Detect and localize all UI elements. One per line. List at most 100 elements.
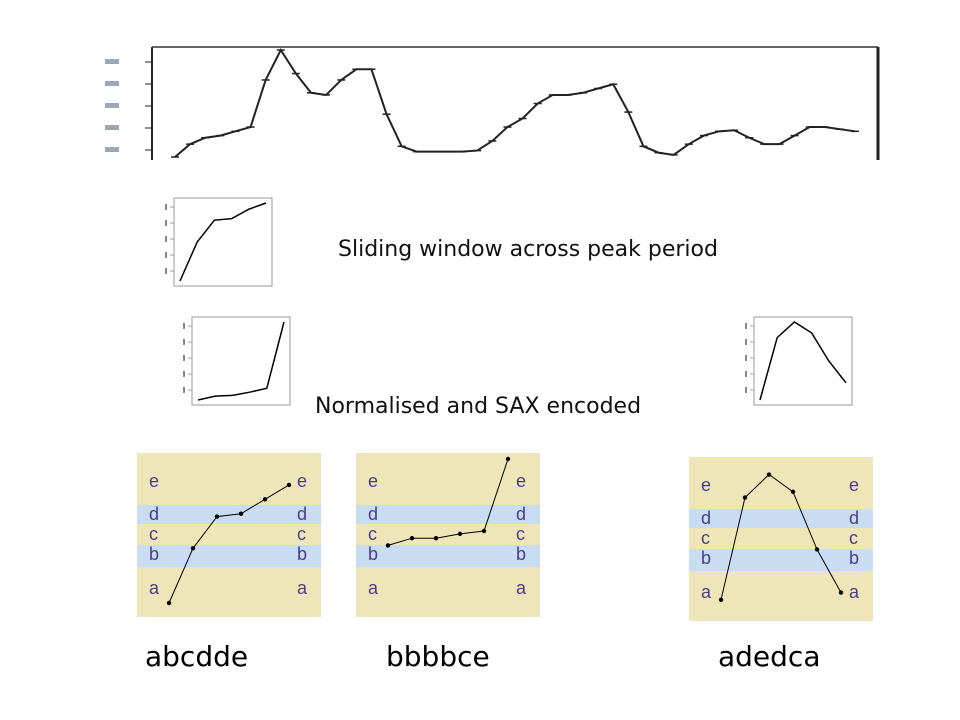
- main-y-tick-label: [105, 147, 119, 152]
- sax-point: [457, 531, 463, 537]
- sax-letter-a: a: [368, 578, 379, 598]
- sax-point: [190, 546, 196, 551]
- sax-band-d: [356, 505, 540, 524]
- window-chart-2: [183, 316, 291, 406]
- sax-band-b: [689, 549, 873, 571]
- sax-band-d: [689, 509, 873, 528]
- sax-band-d: [137, 505, 321, 524]
- sax-letter-e: e: [849, 475, 859, 495]
- sax-letter-d: d: [516, 504, 526, 524]
- sax-letter-c: c: [368, 524, 377, 544]
- window-y-tick-label: [165, 252, 167, 258]
- sax-letter-a: a: [149, 578, 160, 598]
- sax-letter-a: a: [297, 578, 308, 598]
- sax-letter-c: c: [701, 528, 710, 548]
- sax-point: [262, 497, 268, 502]
- sax-series-line: [168, 484, 290, 604]
- window-chart-1: [165, 197, 273, 287]
- sax-letter-d: d: [297, 504, 307, 524]
- window-y-tick-label: [745, 339, 747, 345]
- sax-letter-e: e: [297, 471, 307, 491]
- sax-letter-c: c: [149, 524, 158, 544]
- sax-letter-b: b: [849, 548, 859, 568]
- sax-point: [742, 495, 748, 500]
- sax-letter-d: d: [368, 504, 378, 524]
- sax-letter-d: d: [849, 508, 859, 528]
- sax-point: [286, 482, 292, 488]
- sax-point: [718, 597, 724, 602]
- sax-point: [385, 543, 391, 548]
- window-y-tick-label: [183, 387, 185, 393]
- window-1-line: [179, 202, 267, 282]
- sax-panel-background: [356, 453, 540, 617]
- window-y-tick-label: [183, 355, 185, 361]
- window-3-frame: [753, 316, 853, 406]
- sax-band-b: [356, 545, 540, 567]
- sax-point: [838, 590, 844, 595]
- sax-point: [214, 514, 220, 519]
- window-y-tick-label: [745, 323, 747, 329]
- sax-point: [790, 489, 796, 494]
- main-series-markers: [171, 49, 859, 158]
- sax-panel-3: e ed dc cb ba a: [689, 457, 873, 621]
- sax-point: [433, 536, 439, 541]
- sax-point: [505, 456, 511, 462]
- sax-word-3: adedca: [718, 640, 821, 673]
- sax-letter-a: a: [701, 582, 712, 602]
- window-y-tick-label: [745, 371, 747, 377]
- sax-point: [814, 547, 820, 552]
- sax-word-2: bbbbce: [386, 640, 490, 673]
- window-y-tick-label: [183, 339, 185, 345]
- sax-series-line: [720, 473, 842, 600]
- sax-letter-b: b: [368, 544, 378, 564]
- sax-letter-e: e: [368, 471, 378, 491]
- sax-letter-c: c: [297, 524, 306, 544]
- sax-letter-b: b: [701, 548, 711, 568]
- sax-panel-background: [689, 457, 873, 621]
- main-y-tick-label: [105, 81, 119, 86]
- sax-band-b: [137, 545, 321, 567]
- sax-letter-d: d: [701, 508, 711, 528]
- main-series-line: [174, 47, 856, 158]
- window-2-line: [197, 321, 285, 401]
- sax-letter-c: c: [516, 524, 525, 544]
- sax-letter-b: b: [297, 544, 307, 564]
- sax-panel-1: e ed dc cb ba a: [137, 453, 321, 617]
- window-y-tick-label: [165, 236, 167, 242]
- sax-point: [409, 536, 415, 541]
- main-y-tick-label: [105, 103, 119, 108]
- window-y-tick-label: [183, 323, 185, 329]
- sax-letter-b: b: [516, 544, 526, 564]
- main-time-series-chart: [105, 46, 880, 160]
- window-y-tick-label: [165, 268, 167, 274]
- sax-point: [481, 528, 487, 534]
- sax-letter-d: d: [149, 504, 159, 524]
- sax-letter-a: a: [516, 578, 527, 598]
- window-y-tick-label: [745, 355, 747, 361]
- sax-series-line: [387, 458, 509, 546]
- sax-letter-c: c: [849, 528, 858, 548]
- window-1-frame: [173, 197, 273, 287]
- sax-panel-background: [137, 453, 321, 617]
- window-y-tick-label: [745, 387, 747, 393]
- window-2-frame: [191, 316, 291, 406]
- window-y-tick-label: [183, 371, 185, 377]
- sax-letter-e: e: [701, 475, 711, 495]
- sax-point: [166, 600, 172, 606]
- main-axis-ticks: [105, 59, 152, 152]
- sax-letter-a: a: [849, 582, 860, 602]
- main-y-tick-label: [105, 59, 119, 64]
- sax-word-1: abcdde: [145, 640, 249, 673]
- caption-normalised-sax: Normalised and SAX encoded: [315, 394, 642, 419]
- window-y-tick-label: [165, 204, 167, 210]
- sax-letter-e: e: [149, 471, 159, 491]
- caption-sliding-window: Sliding window across peak period: [338, 237, 718, 262]
- sax-point: [766, 472, 772, 477]
- window-y-tick-label: [165, 220, 167, 226]
- sax-letter-e: e: [516, 471, 526, 491]
- main-y-tick-label: [105, 125, 119, 130]
- sax-point: [238, 511, 244, 516]
- sax-panel-2: e ed dc cb ba a: [356, 453, 540, 617]
- sax-letter-b: b: [149, 544, 159, 564]
- window-3-line: [759, 321, 847, 401]
